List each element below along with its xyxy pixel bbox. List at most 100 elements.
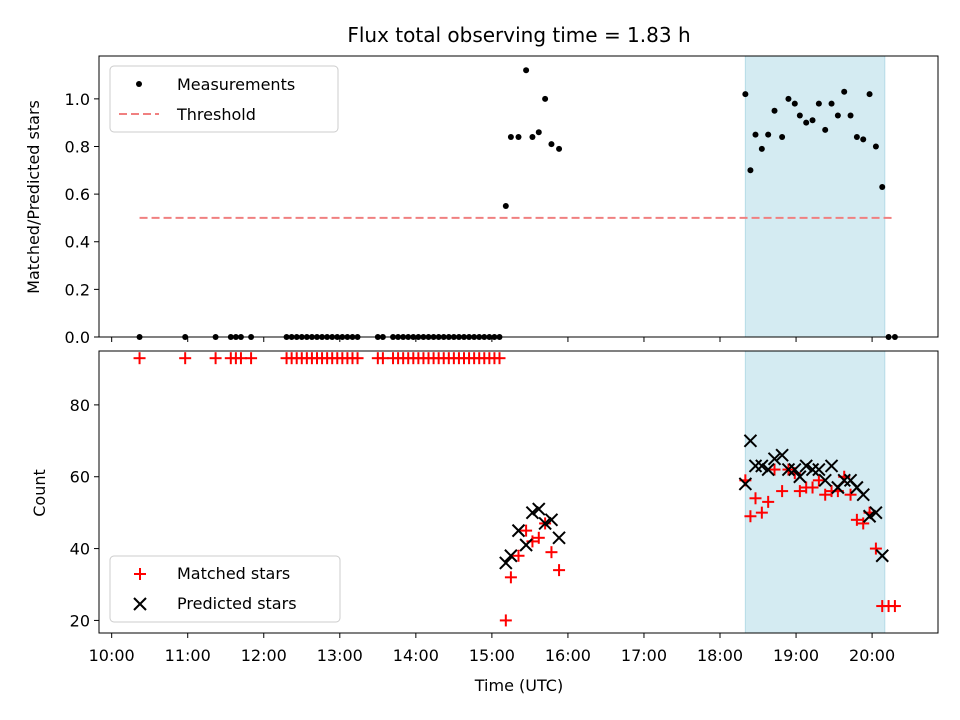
predicted-star-point (519, 538, 533, 552)
matched-star-point (179, 352, 192, 365)
predicted-star-point (761, 462, 775, 477)
counts-x-ticks: 10:00 11:00 12:00 13:00 14:00 15:00 16:00 17:00… (89, 633, 895, 665)
predicted-star-point (837, 473, 851, 488)
predicted-star-point (499, 556, 513, 570)
legend-threshold-label: Threshold (176, 105, 256, 124)
measurement-point (785, 95, 792, 102)
matched-star-point (768, 463, 781, 476)
measurement-point (815, 100, 822, 107)
y-tick-label: 0.0 (65, 328, 90, 347)
predicted-star-point (793, 470, 807, 484)
matched-star-point (351, 352, 364, 365)
matched-star-point (749, 492, 762, 505)
predicted-star-point (767, 452, 782, 466)
measurement-point (742, 91, 749, 98)
measurement-point (502, 203, 509, 210)
x-tick-label: 12:00 (241, 646, 287, 665)
legend-predicted-marker (133, 597, 147, 611)
counts-legend: Matched stars Predicted stars (109, 555, 341, 623)
predicted-star-point (788, 462, 802, 477)
measurement-point (758, 145, 765, 152)
predicted-star-point (755, 459, 769, 473)
matched-star-point (234, 352, 247, 365)
matched-star-point (806, 481, 819, 494)
x-axis-label: Time (UTC) (474, 676, 563, 695)
measurement-point (507, 133, 514, 140)
matched-star-point (869, 542, 882, 555)
x-tick-label: 14:00 (393, 646, 439, 665)
measurement-point (834, 112, 841, 119)
predicted-star-point (812, 462, 826, 477)
y-tick-label: 0.4 (65, 233, 90, 252)
matched-star-point (793, 485, 806, 498)
y-tick-label: 0.2 (65, 280, 90, 299)
predicted-star-point (743, 434, 758, 448)
matched-star-point (553, 564, 566, 577)
measurement-point (771, 107, 778, 114)
ratio-x-ticks (111, 337, 873, 342)
measurement-point (822, 126, 829, 133)
highlight-span-top (744, 55, 886, 338)
measurement-point (535, 129, 542, 136)
matched-star-point (776, 485, 789, 498)
measurement-point (542, 95, 549, 102)
predicted-star-point (805, 462, 820, 477)
matched-star-point (133, 352, 146, 365)
measurement-point (847, 112, 854, 119)
ratio-panel: 0.0 0.2 0.4 0.6 0.8 1.0 Matched/Predicted sta… (24, 55, 939, 347)
predicted-star-point (525, 505, 540, 520)
x-tick-label: 16:00 (545, 646, 591, 665)
matched-star-point (755, 506, 768, 519)
legend-matched-label: Matched stars (177, 564, 290, 583)
measurement-point (779, 133, 786, 140)
x-tick-label: 13:00 (317, 646, 363, 665)
matched-star-point (819, 488, 832, 501)
predicted-star-point (856, 487, 870, 502)
legend-predicted-label: Predicted stars (177, 594, 297, 613)
matched-star-point (209, 352, 222, 365)
y-tick-label: 0.8 (65, 137, 90, 156)
x-tick-label: 15:00 (469, 646, 515, 665)
measurement-point (872, 143, 879, 150)
legend-measurements-label: Measurements (177, 75, 295, 94)
matched-star-point (512, 549, 525, 562)
highlight-span-rect (744, 350, 886, 634)
counts-series (133, 352, 901, 627)
x-tick-label: 10:00 (89, 646, 135, 665)
matched-star-point (532, 531, 545, 544)
measurement-point (791, 100, 798, 107)
predicted-star-point (532, 502, 546, 516)
measurement-point (828, 100, 835, 107)
matched-star-point (762, 495, 775, 508)
matched-star-point (844, 488, 857, 501)
matched-star-point (245, 352, 258, 365)
predicted-star-point (775, 448, 789, 462)
measurement-point (860, 136, 867, 143)
predicted-star-point (799, 459, 813, 473)
measurement-point (523, 67, 530, 74)
matched-star-point (812, 474, 825, 487)
predicted-star-point (552, 531, 566, 545)
measurement-point (747, 167, 754, 174)
predicted-star-point (738, 477, 753, 491)
ratio-y-axis-label: Matched/Predicted stars (24, 100, 43, 294)
chart-title: Flux total observing time = 1.83 h (347, 23, 690, 47)
predicted-star-point (875, 549, 889, 563)
predicted-star-point (544, 513, 559, 527)
predicted-star-point (504, 549, 518, 563)
matched-star-point (520, 524, 533, 537)
predicted-star-point (869, 505, 883, 520)
measurement-point (529, 133, 536, 140)
ratio-y-ticks: 0.0 0.2 0.4 0.6 0.8 1.0 (65, 90, 99, 347)
y-tick-label: 20 (70, 611, 90, 630)
measurement-point (765, 131, 772, 138)
measurement-point (866, 91, 873, 98)
measurement-point (548, 141, 555, 148)
predicted-star-point (818, 473, 832, 488)
matched-star-point (376, 352, 389, 365)
predicted-star-point (538, 516, 552, 531)
highlight-span-rect (744, 55, 886, 338)
measurement-point (515, 133, 522, 140)
matched-star-point (857, 517, 870, 530)
